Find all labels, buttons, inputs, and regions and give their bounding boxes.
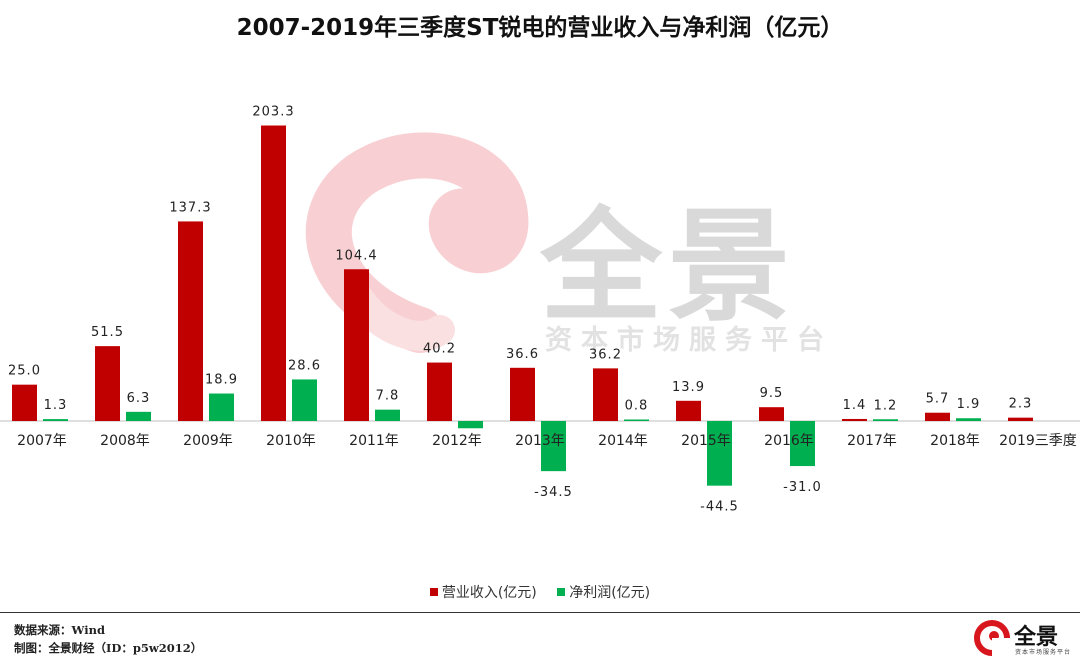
profit-data-label: -44.5 [700,500,739,515]
profit-bar [541,421,566,472]
logo: 全景 资本市场服务平台 [972,617,1078,659]
revenue-bar [676,400,701,421]
revenue-bar [510,367,535,421]
revenue-data-label: 9.5 [760,386,784,401]
revenue-data-label: 1.4 [843,398,867,413]
logo-name: 全景 [1014,625,1059,650]
revenue-bar [759,407,784,421]
revenue-bar [178,221,203,421]
revenue-bar [593,368,618,421]
legend-label-revenue: 营业收入(亿元) [441,585,537,601]
legend-item-profit: 净利润(亿元) [557,582,650,602]
x-tick-label: 2015年 [681,433,731,449]
legend-swatch-profit [557,588,566,596]
x-tick-label: 2011年 [349,433,399,449]
profit-data-label: 0.8 [625,399,649,414]
revenue-data-label: 40.2 [423,342,456,357]
x-tick-label: 2012年 [432,433,482,449]
profit-bar [873,419,898,421]
logo-subtitle: 资本市场服务平台 [1015,649,1072,656]
profit-bar [126,411,151,421]
legend: 营业收入(亿元) 净利润(亿元) [0,582,1080,602]
legend-item-revenue: 营业收入(亿元) [429,582,537,602]
chart-title: 2007-2019年三季度ST锐电的营业收入与净利润（亿元） [236,15,844,41]
data-source: 数据来源：Wind [14,623,105,637]
revenue-data-label: 2.3 [1009,397,1033,412]
revenue-bar [427,362,452,421]
profit-bar [458,421,483,429]
revenue-data-label: 203.3 [252,105,294,120]
x-tick-label: 2010年 [266,433,316,449]
profit-data-label: -34.5 [534,485,573,500]
legend-label-profit: 净利润(亿元) [569,585,651,601]
x-tick-label: 2019三季度 [999,433,1077,449]
profit-bar [790,421,815,467]
x-tick-label: 2014年 [598,433,648,449]
x-tick-label: 2016年 [764,433,814,449]
revenue-data-label: 36.2 [589,347,622,362]
revenue-bar [12,384,37,421]
profit-bar [43,419,68,421]
x-tick-label: 2017年 [847,433,897,449]
profit-bar [292,379,317,421]
x-tick-label: 2013年 [515,433,565,449]
profit-data-label: 1.9 [957,397,981,412]
revenue-bar [842,418,867,421]
revenue-bar [925,412,950,421]
logo-swirl-icon [974,620,1010,656]
revenue-bar [95,346,120,421]
x-tick-label: 2008年 [100,433,150,449]
revenue-data-label: 104.4 [335,248,377,263]
revenue-data-label: 36.6 [506,347,539,362]
chart-credit: 制图：全景财经（ID：p5w2012） [14,641,203,655]
profit-bar [209,393,234,421]
profit-data-label: 1.3 [44,398,68,413]
footer: 数据来源：Wind 制图：全景财经（ID：p5w2012） [0,612,1080,662]
revenue-bar [344,269,369,421]
profit-data-label: 6.3 [127,391,151,406]
profit-data-label: 18.9 [205,373,238,388]
revenue-data-label: 51.5 [91,325,124,340]
profit-bar [375,409,400,421]
legend-swatch-revenue [429,588,438,596]
x-tick-label: 2018年 [930,433,980,449]
revenue-data-label: 5.7 [926,392,950,407]
revenue-data-label: 13.9 [672,380,705,395]
profit-data-label: 7.8 [376,389,400,404]
revenue-bar [1008,417,1033,421]
bar-chart: 25.0 1.3 2007年 51.5 6.3 2008年 137.3 18.9 2009年 20… [0,105,1080,515]
x-tick-label: 2009年 [183,433,233,449]
profit-bar [624,419,649,421]
profit-bar [707,421,732,486]
profit-data-label: 28.6 [288,358,321,373]
revenue-data-label: 137.3 [169,200,211,215]
profit-bar [956,418,981,421]
revenue-bar [261,125,286,421]
profit-data-label: -31.0 [783,480,822,495]
profit-data-label: 1.2 [874,398,898,413]
x-tick-label: 2007年 [17,433,67,449]
revenue-data-label: 25.0 [8,364,41,379]
